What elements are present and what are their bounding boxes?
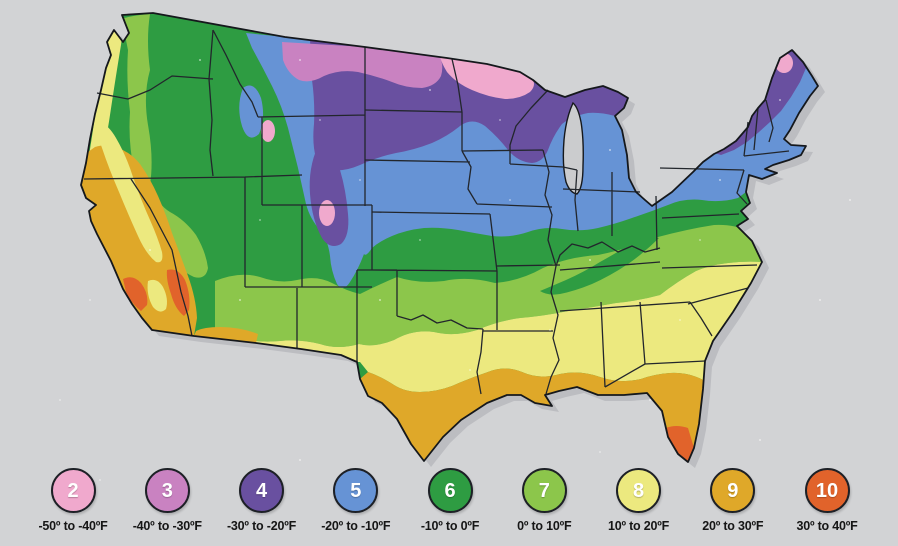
zone-8-region-coast (86, 18, 124, 180)
legend-zone-range: -40º to -30ºF (132, 519, 202, 533)
legend-zone-circle: 10 (804, 468, 850, 513)
zone-2-pocket-adirondacks (721, 115, 733, 131)
legend-item-zone-3: 3 -40º to -30ºF (124, 468, 210, 533)
legend-item-zone-9: 9 20º to 30ºF (690, 468, 776, 533)
legend-zone-circle: 2 (50, 468, 96, 513)
legend-zone-range: 0º to 10ºF (517, 519, 572, 533)
legend-item-zone-6: 6 -10º to 0ºF (407, 468, 493, 533)
legend-item-zone-8: 8 10º to 20ºF (596, 468, 682, 533)
legend-item-zone-7: 7 0º to 10ºF (501, 468, 587, 533)
legend-zone-number: 10 (815, 479, 839, 502)
legend-zone-circle: 5 (333, 468, 379, 513)
zone-10-region-south-florida (666, 426, 694, 462)
legend-zone-number: 6 (444, 479, 456, 502)
legend-item-zone-4: 4 -30º to -20ºF (219, 468, 305, 533)
zone-6-appalachian-tongue (540, 236, 659, 295)
zone-9-region-california (81, 145, 197, 336)
zone-7-region-west (124, 14, 208, 278)
legend-item-zone-10: 10 30º to 40ºF (784, 468, 870, 533)
zone-2-pocket-colorado (319, 200, 335, 226)
zone-3-region (282, 42, 443, 88)
legend-zone-range: -10º to 0ºF (420, 519, 480, 533)
state-borders-west (83, 29, 373, 362)
legend-zone-number: 9 (727, 479, 739, 502)
zone-legend: 2 -50º to -40ºF 3 -40º to -30ºF 4 -30º t… (0, 468, 898, 533)
zone-2-pocket-yellowstone (261, 120, 275, 142)
zone-10-region-socal-inland (166, 269, 190, 316)
zone-9-region-arizona (194, 327, 258, 343)
zone-8-region-sierra (96, 120, 163, 263)
zone-9-region-gulf (360, 368, 703, 462)
state-borders-central (357, 58, 564, 395)
zone-10-region-socal-coast (123, 277, 148, 311)
legend-item-zone-2: 2 -50º to -40ºF (30, 468, 116, 533)
legend-zone-range: -30º to -20ºF (226, 519, 297, 533)
legend-zone-number: 4 (255, 479, 268, 502)
legend-zone-circle: 4 (239, 468, 284, 513)
lake-michigan (562, 101, 584, 195)
legend-zone-number: 7 (538, 479, 550, 502)
legend-zone-circle: 7 (521, 468, 567, 513)
legend-zone-range: 30º to 40ºF (796, 519, 858, 533)
legend-zone-range: -50º to -40ºF (38, 519, 108, 533)
zone-4-region-wyoming-lobe (309, 144, 349, 246)
legend-zone-number: 8 (632, 479, 645, 502)
legend-zone-range: -20º to -10ºF (321, 519, 391, 533)
zone-8-region-socal-gap (147, 279, 167, 312)
legend-zone-circle: 6 (427, 468, 473, 513)
zone-5-region-idaho (239, 85, 264, 138)
zone-2-region-minnesota (440, 57, 534, 99)
legend-item-zone-5: 5 -20º to -10ºF (313, 468, 399, 533)
legend-zone-circle: 3 (144, 468, 190, 513)
state-borders-east (555, 99, 790, 388)
legend-zone-number: 3 (161, 479, 173, 502)
speckle-noise (59, 59, 851, 481)
legend-zone-range: 10º to 20ºF (607, 519, 670, 533)
legend-zone-circle: 9 (710, 468, 756, 513)
legend-zone-circle: 8 (616, 468, 661, 513)
legend-zone-range: 20º to 30ºF (702, 519, 764, 533)
legend-zone-number: 5 (350, 479, 362, 502)
state-borders (83, 29, 790, 395)
legend-zone-number: 2 (67, 479, 79, 502)
